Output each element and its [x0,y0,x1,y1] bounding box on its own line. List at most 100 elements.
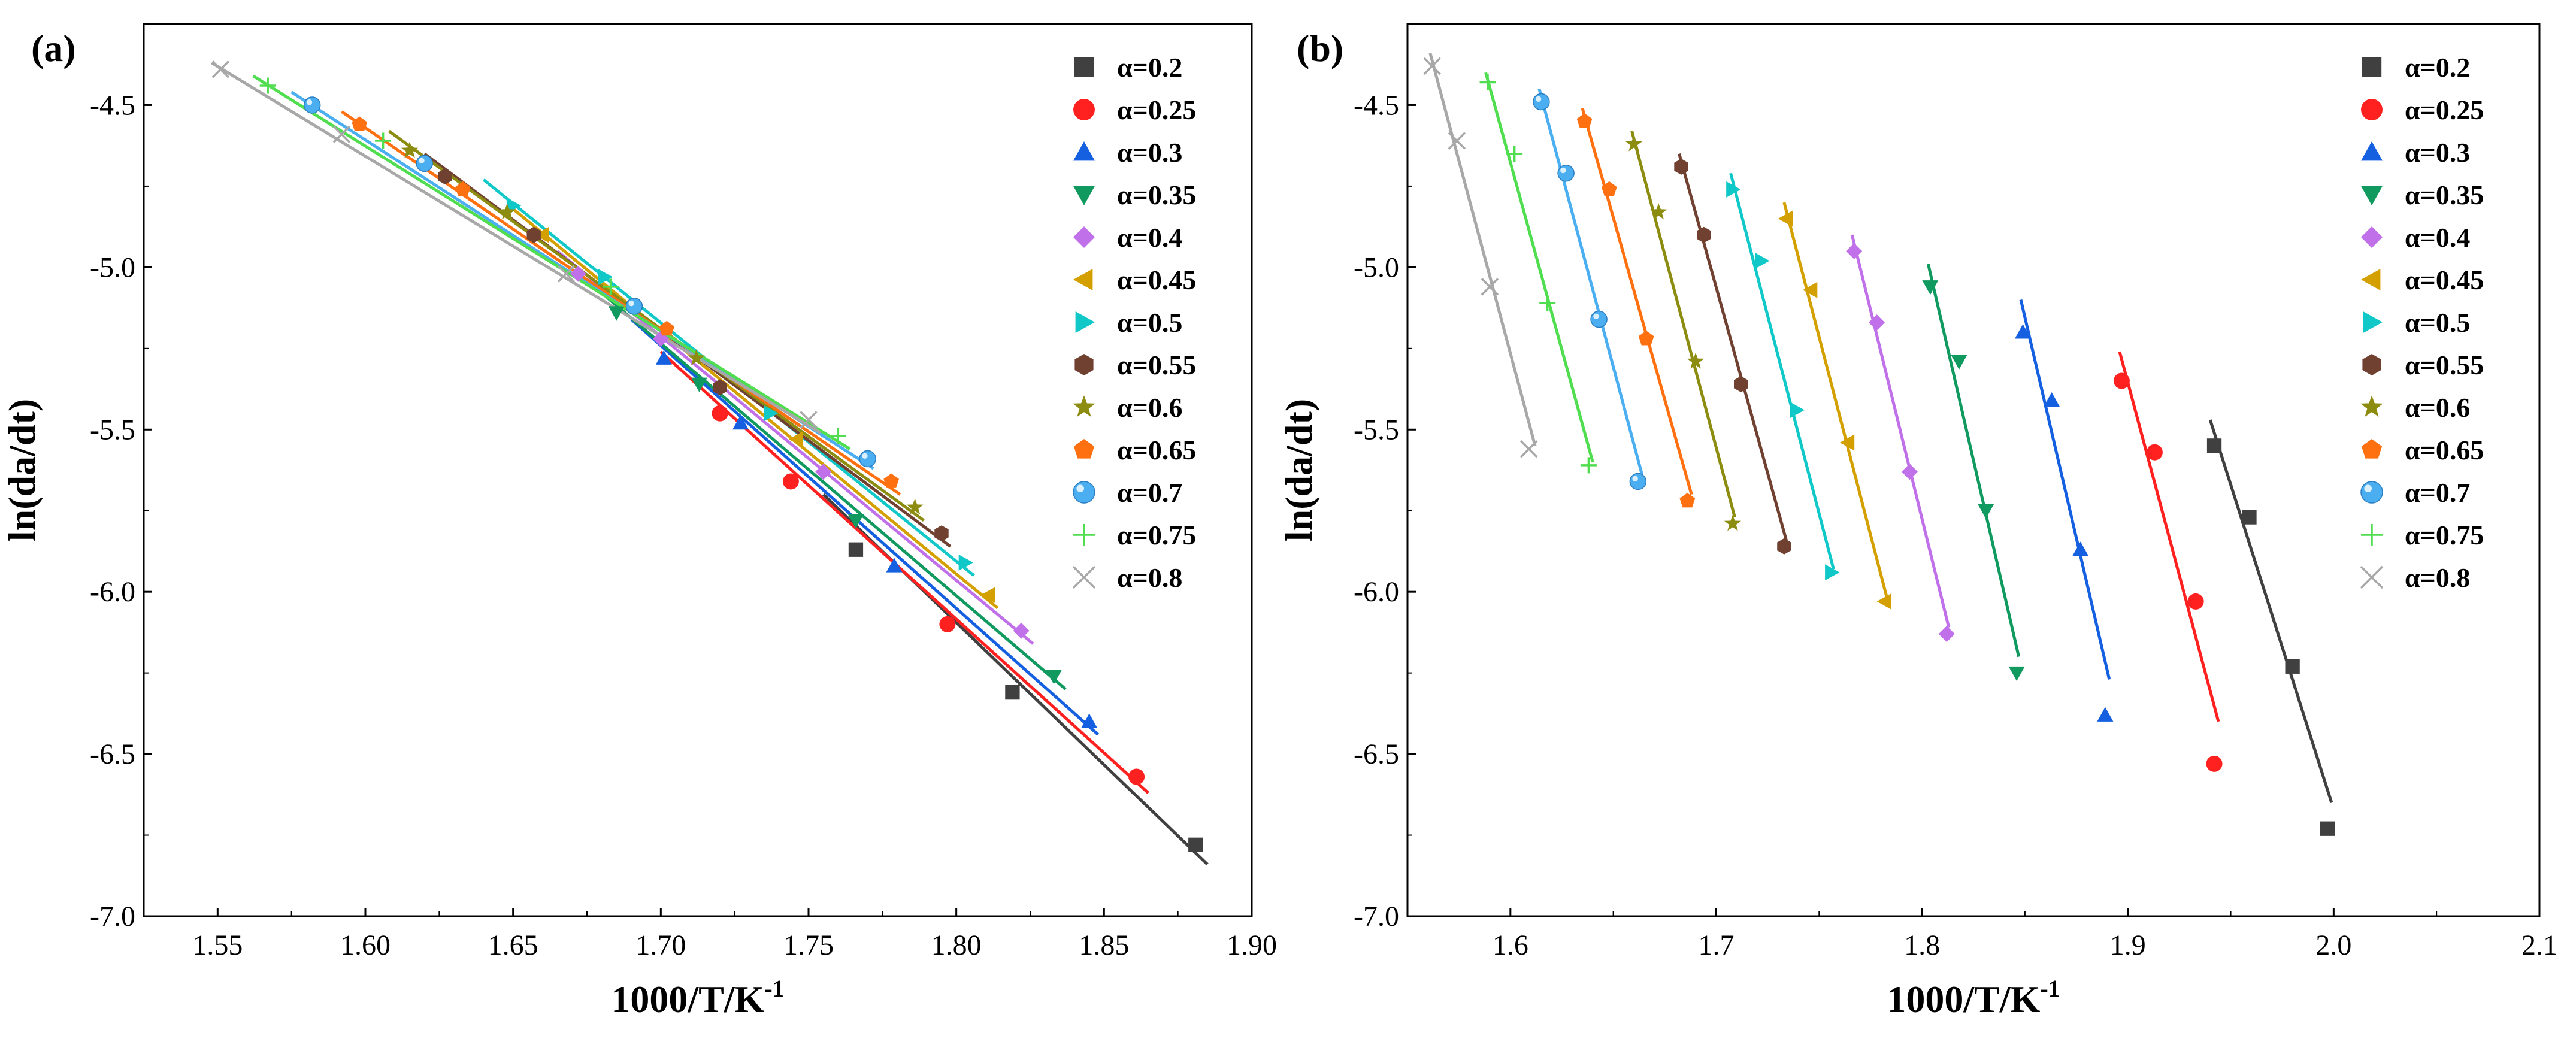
a-point-6-3 [958,554,973,571]
a-fit-line-3 [586,279,1067,690]
b-point-7-1 [1697,226,1711,243]
a-legend-label-9: α=0.65 [1117,435,1196,465]
b-x-axis-title-text: 1000/T/K [1887,978,2040,1020]
a-point-8-2 [688,349,705,366]
a-legend-marker-6 [1075,311,1095,333]
a-x-tick-label: 1.60 [340,929,391,961]
b-legend-marker-2 [2361,141,2383,161]
a-point-7-0 [438,168,452,185]
b-legend-marker-5 [2361,269,2381,290]
b-point-1-1 [2146,444,2163,461]
b-point-7-3 [1777,538,1791,555]
a-legend-marker-1 [1073,99,1095,120]
b-point-0-2 [2285,659,2300,674]
a-fit-line-5 [512,207,999,610]
b-x-axis-title: 1000/T/K-1 [1887,975,2060,1020]
a-point-10-2-highlight [628,300,634,307]
a-point-5-2 [788,431,804,448]
a-point-2-3 [1081,713,1098,728]
b-fit-line-3 [1926,264,2021,658]
a-x-tick-label: 1.65 [488,929,538,961]
b-point-3-2 [1978,504,1994,519]
a-point-10-0 [303,96,321,114]
b-point-9-0 [1576,113,1593,128]
a-legend-label-10: α=0.7 [1117,477,1182,508]
b-legend-label-0: α=0.2 [2405,52,2470,83]
b-point-10-0-highlight [1535,96,1542,102]
a-x-tick-label: 1.75 [783,929,834,961]
a-y-tick-label: -6.0 [90,576,135,608]
a-y-axis-title: ln(da/dt) [1,399,43,541]
b-point-11-1 [1506,146,1523,162]
a-legend-marker-10 [1073,481,1095,504]
b-point-12-2 [1481,278,1499,296]
a-plot-frame [143,23,1253,917]
b-fit-line-10 [1537,88,1644,476]
b-point-12-3 [1520,440,1538,458]
a-legend-label-1: α=0.25 [1117,95,1196,125]
a-point-7-3 [934,525,949,542]
b-fit-line-0 [2208,419,2333,804]
b-point-3-1 [1951,355,1967,370]
b-legend-label-9: α=0.65 [2405,435,2484,465]
a-point-6-2 [764,405,779,422]
b-legend-label-5: α=0.45 [2405,265,2484,295]
b-point-11-0 [1479,74,1496,91]
b-point-0-0 [2206,438,2222,453]
b-fit-line-8 [1630,131,1736,518]
a-legend-marker-12 [1072,565,1096,589]
panel-a: 1.55 1.60 1.65 1.70 1.75 1.80 1.85 1.90 -7.0 -6.5… [1,23,1277,1020]
b-point-4-1 [1868,314,1885,331]
b-point-9-3 [1679,493,1696,508]
b-x-axis-title-sup: -1 [2040,975,2060,1002]
b-legend-marker-6 [2363,311,2383,333]
b-point-10-1-highlight [1560,167,1566,174]
a-point-3-0 [608,306,625,321]
a-point-7-1 [526,226,541,243]
b-point-6-1 [1755,253,1770,269]
a-legend-label-8: α=0.6 [1117,392,1182,423]
b-fit-line-5 [1782,202,1889,599]
b-point-12-0 [1423,57,1441,75]
b-fit-line-11 [1484,72,1594,463]
b-point-0-3 [2320,821,2335,836]
b-legend: α=0.2 α=0.25 α=0.3 α=0.35 α=0.4 α=0.45 α=0.5 α=… [2360,52,2484,593]
a-x-axis-title: 1000/T/K-1 [611,975,784,1020]
a-legend-label-11: α=0.75 [1117,520,1196,550]
b-fit-line-4 [1850,234,1951,628]
a-point-11-2 [602,278,619,295]
a-point-0-0 [848,542,864,557]
a-point-8-1 [498,203,516,220]
a-point-3-1 [691,377,707,392]
a-point-3-3 [1045,670,1062,685]
a-point-5-0 [534,226,549,243]
a-legend-label-3: α=0.35 [1117,180,1196,210]
a-point-9-2 [659,320,674,336]
a-point-12-0 [211,60,230,78]
b-point-11-2 [1539,295,1556,311]
b-point-2-1 [2044,392,2060,407]
b-fit-line-1 [2118,351,2220,722]
b-point-2-3 [2097,707,2114,722]
a-y-tick-label: -5.5 [90,414,135,446]
b-fit-line-6 [1729,172,1835,570]
a-y-tick-label: -6.5 [90,738,135,770]
a-legend-marker-10-highlight [1076,484,1084,492]
a-legend-marker-9 [1073,439,1095,459]
b-point-6-2 [1790,402,1805,419]
a-point-10-2 [625,298,643,315]
b-y-tick-label: -4.5 [1354,89,1399,121]
a-point-1-1 [782,473,799,490]
a-legend-label-0: α=0.2 [1117,52,1182,83]
b-point-1-2 [2187,593,2204,610]
a-point-6-1 [598,269,613,286]
a-point-9-0 [352,116,367,131]
b-y-tick-label: -7.0 [1354,901,1399,932]
b-point-10-3-highlight [1632,476,1638,481]
a-x-axis-title-sup: -1 [764,975,784,1002]
a-point-5-3 [980,587,995,604]
b-point-5-3 [1876,593,1892,610]
a-point-10-1-highlight [419,158,425,163]
a-fit-line-9 [341,110,901,496]
